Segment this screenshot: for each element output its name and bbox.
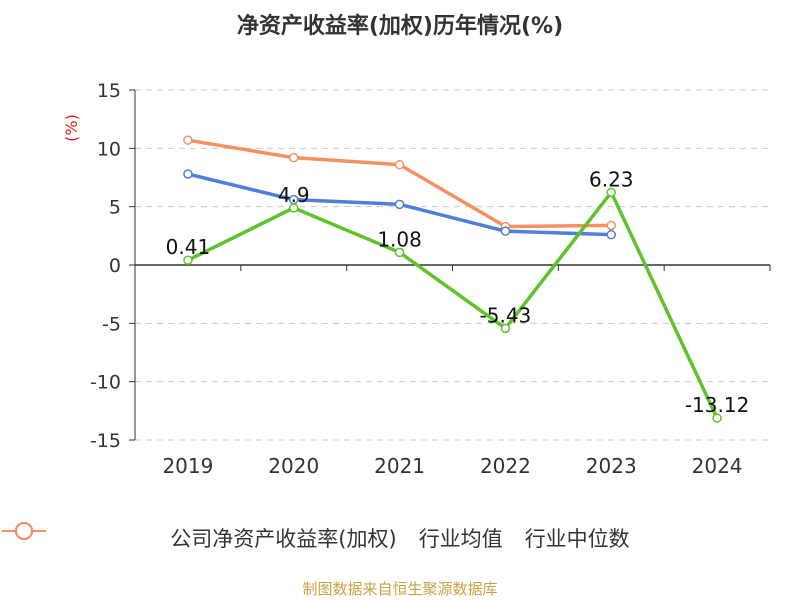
data-source-note: 制图数据来自恒生聚源数据库 [302, 580, 498, 598]
x-tick-label: 2021 [374, 454, 425, 478]
y-tick-label: -10 [90, 372, 121, 394]
data-label: -5.43 [480, 303, 532, 327]
legend-item-industry-mean[interactable]: 行业均值 [2, 522, 503, 553]
series-line [187, 138, 612, 229]
x-tick-label: 2024 [692, 454, 743, 478]
y-axis-label: (%) [62, 114, 81, 142]
y-tick-label: -5 [102, 313, 121, 335]
data-label: 1.08 [377, 227, 422, 251]
data-point [183, 169, 193, 179]
data-point [500, 323, 511, 334]
legend-symbol-industry-median [2, 522, 46, 540]
y-tick-label: 15 [97, 80, 121, 102]
y-tick-label: 10 [97, 138, 121, 160]
x-tick-label: 2023 [586, 454, 637, 478]
data-label: -13.12 [685, 393, 749, 417]
y-tick-label: -15 [90, 430, 121, 452]
y-tick-label: 5 [109, 197, 121, 219]
data-point [289, 203, 299, 213]
legend-label-company-roe: 公司净资产收益率(加权) [170, 527, 397, 551]
x-tick-label: 2019 [162, 454, 213, 478]
data-point [394, 199, 405, 210]
data-point [183, 135, 193, 145]
legend-label-industry-median: 行业中位数 [524, 527, 630, 551]
legend-item-industry-median[interactable]: 行业中位数 [2, 522, 630, 553]
data-point [712, 413, 722, 423]
chart-title: 净资产收益率(加权)历年情况(%) [236, 14, 564, 39]
data-point [394, 159, 405, 170]
data-point [289, 152, 299, 163]
data-label: 6.23 [589, 167, 634, 191]
legend: 公司净资产收益率(加权) 行业均值 行业中位数 [0, 520, 800, 556]
data-point [606, 229, 616, 240]
data-label: 4.9 [278, 183, 310, 207]
y-tick-label: 0 [109, 255, 121, 277]
data-label: 0.41 [166, 235, 211, 259]
x-tick-label: 2022 [480, 454, 531, 478]
data-point [183, 255, 193, 265]
x-tick-label: 2020 [268, 454, 319, 478]
legend-label-industry-mean: 行业均值 [418, 527, 503, 551]
data-point [394, 247, 405, 258]
legend-item-company-roe[interactable]: 公司净资产收益率(加权) [2, 522, 397, 553]
data-point [606, 187, 616, 198]
data-point [606, 220, 616, 231]
series-line [187, 190, 719, 419]
data-point [500, 226, 511, 236]
